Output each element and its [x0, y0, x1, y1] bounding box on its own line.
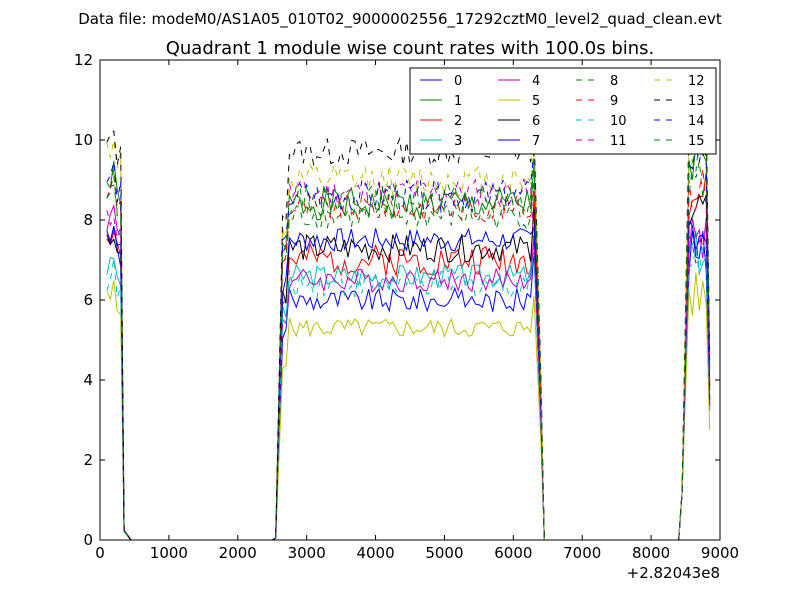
legend-label-8: 8 [610, 74, 618, 89]
legend-label-10: 10 [610, 114, 627, 129]
x-tick-label: 6000 [494, 544, 532, 562]
x-offset-label: +2.82043e8 [627, 564, 720, 582]
series-line-0 [106, 226, 711, 540]
x-tick-label: 1000 [150, 544, 188, 562]
series-line-5 [106, 272, 711, 540]
x-tick-label: 3000 [288, 544, 326, 562]
figure-suptitle: Data file: modeM0/AS1A05_010T02_90000025… [78, 10, 722, 29]
legend-label-7: 7 [532, 134, 540, 149]
series-line-12 [106, 117, 711, 540]
x-tick-label: 8000 [632, 544, 670, 562]
series-line-8 [106, 161, 711, 540]
x-tick-label: 0 [95, 544, 105, 562]
legend-label-11: 11 [610, 134, 627, 149]
legend-label-13: 13 [688, 94, 705, 109]
y-tick-label: 8 [83, 211, 93, 229]
y-tick-label: 4 [83, 371, 93, 389]
series-line-2 [106, 172, 711, 540]
legend-label-14: 14 [688, 114, 705, 129]
x-tick-label: 9000 [701, 544, 739, 562]
series-line-14 [106, 138, 711, 540]
legend-label-12: 12 [688, 74, 705, 89]
chart-title: Quadrant 1 module wise count rates with … [166, 38, 655, 59]
legend-label-0: 0 [454, 74, 462, 89]
x-tick-label: 4000 [356, 544, 394, 562]
y-tick-label: 10 [74, 131, 93, 149]
legend-label-6: 6 [532, 114, 540, 129]
legend-label-5: 5 [532, 94, 540, 109]
series-line-6 [106, 194, 711, 540]
legend-label-9: 9 [610, 94, 618, 109]
legend-frame [409, 67, 717, 155]
plot-area [106, 111, 711, 540]
legend-label-2: 2 [454, 114, 462, 129]
legend-label-3: 3 [454, 134, 462, 149]
legend-label-1: 1 [454, 94, 462, 109]
series-line-3 [106, 230, 711, 540]
x-tick-label: 5000 [425, 544, 463, 562]
y-tick-label: 0 [83, 531, 93, 549]
legend-label-4: 4 [532, 74, 540, 89]
x-tick-label: 2000 [219, 544, 257, 562]
series-line-15 [106, 139, 711, 540]
series-line-9 [106, 168, 711, 540]
x-tick-label: 7000 [563, 544, 601, 562]
legend-label-15: 15 [688, 134, 705, 149]
y-tick-label: 12 [74, 51, 93, 69]
x-axis: 0 1000 2000 3000 4000 5000 6000 7000 8000 9000 [95, 60, 739, 562]
series-lines [106, 111, 711, 540]
series-line-13 [106, 111, 711, 540]
series-line-7 [106, 219, 711, 540]
y-tick-label: 6 [83, 291, 93, 309]
y-tick-label: 2 [83, 451, 93, 469]
series-line-4 [106, 203, 711, 540]
